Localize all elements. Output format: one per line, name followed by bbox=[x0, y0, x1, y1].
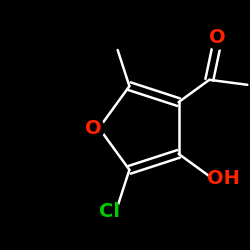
Text: OH: OH bbox=[207, 169, 240, 188]
Text: Cl: Cl bbox=[99, 202, 120, 222]
Text: O: O bbox=[85, 118, 101, 138]
Text: O: O bbox=[209, 28, 226, 47]
